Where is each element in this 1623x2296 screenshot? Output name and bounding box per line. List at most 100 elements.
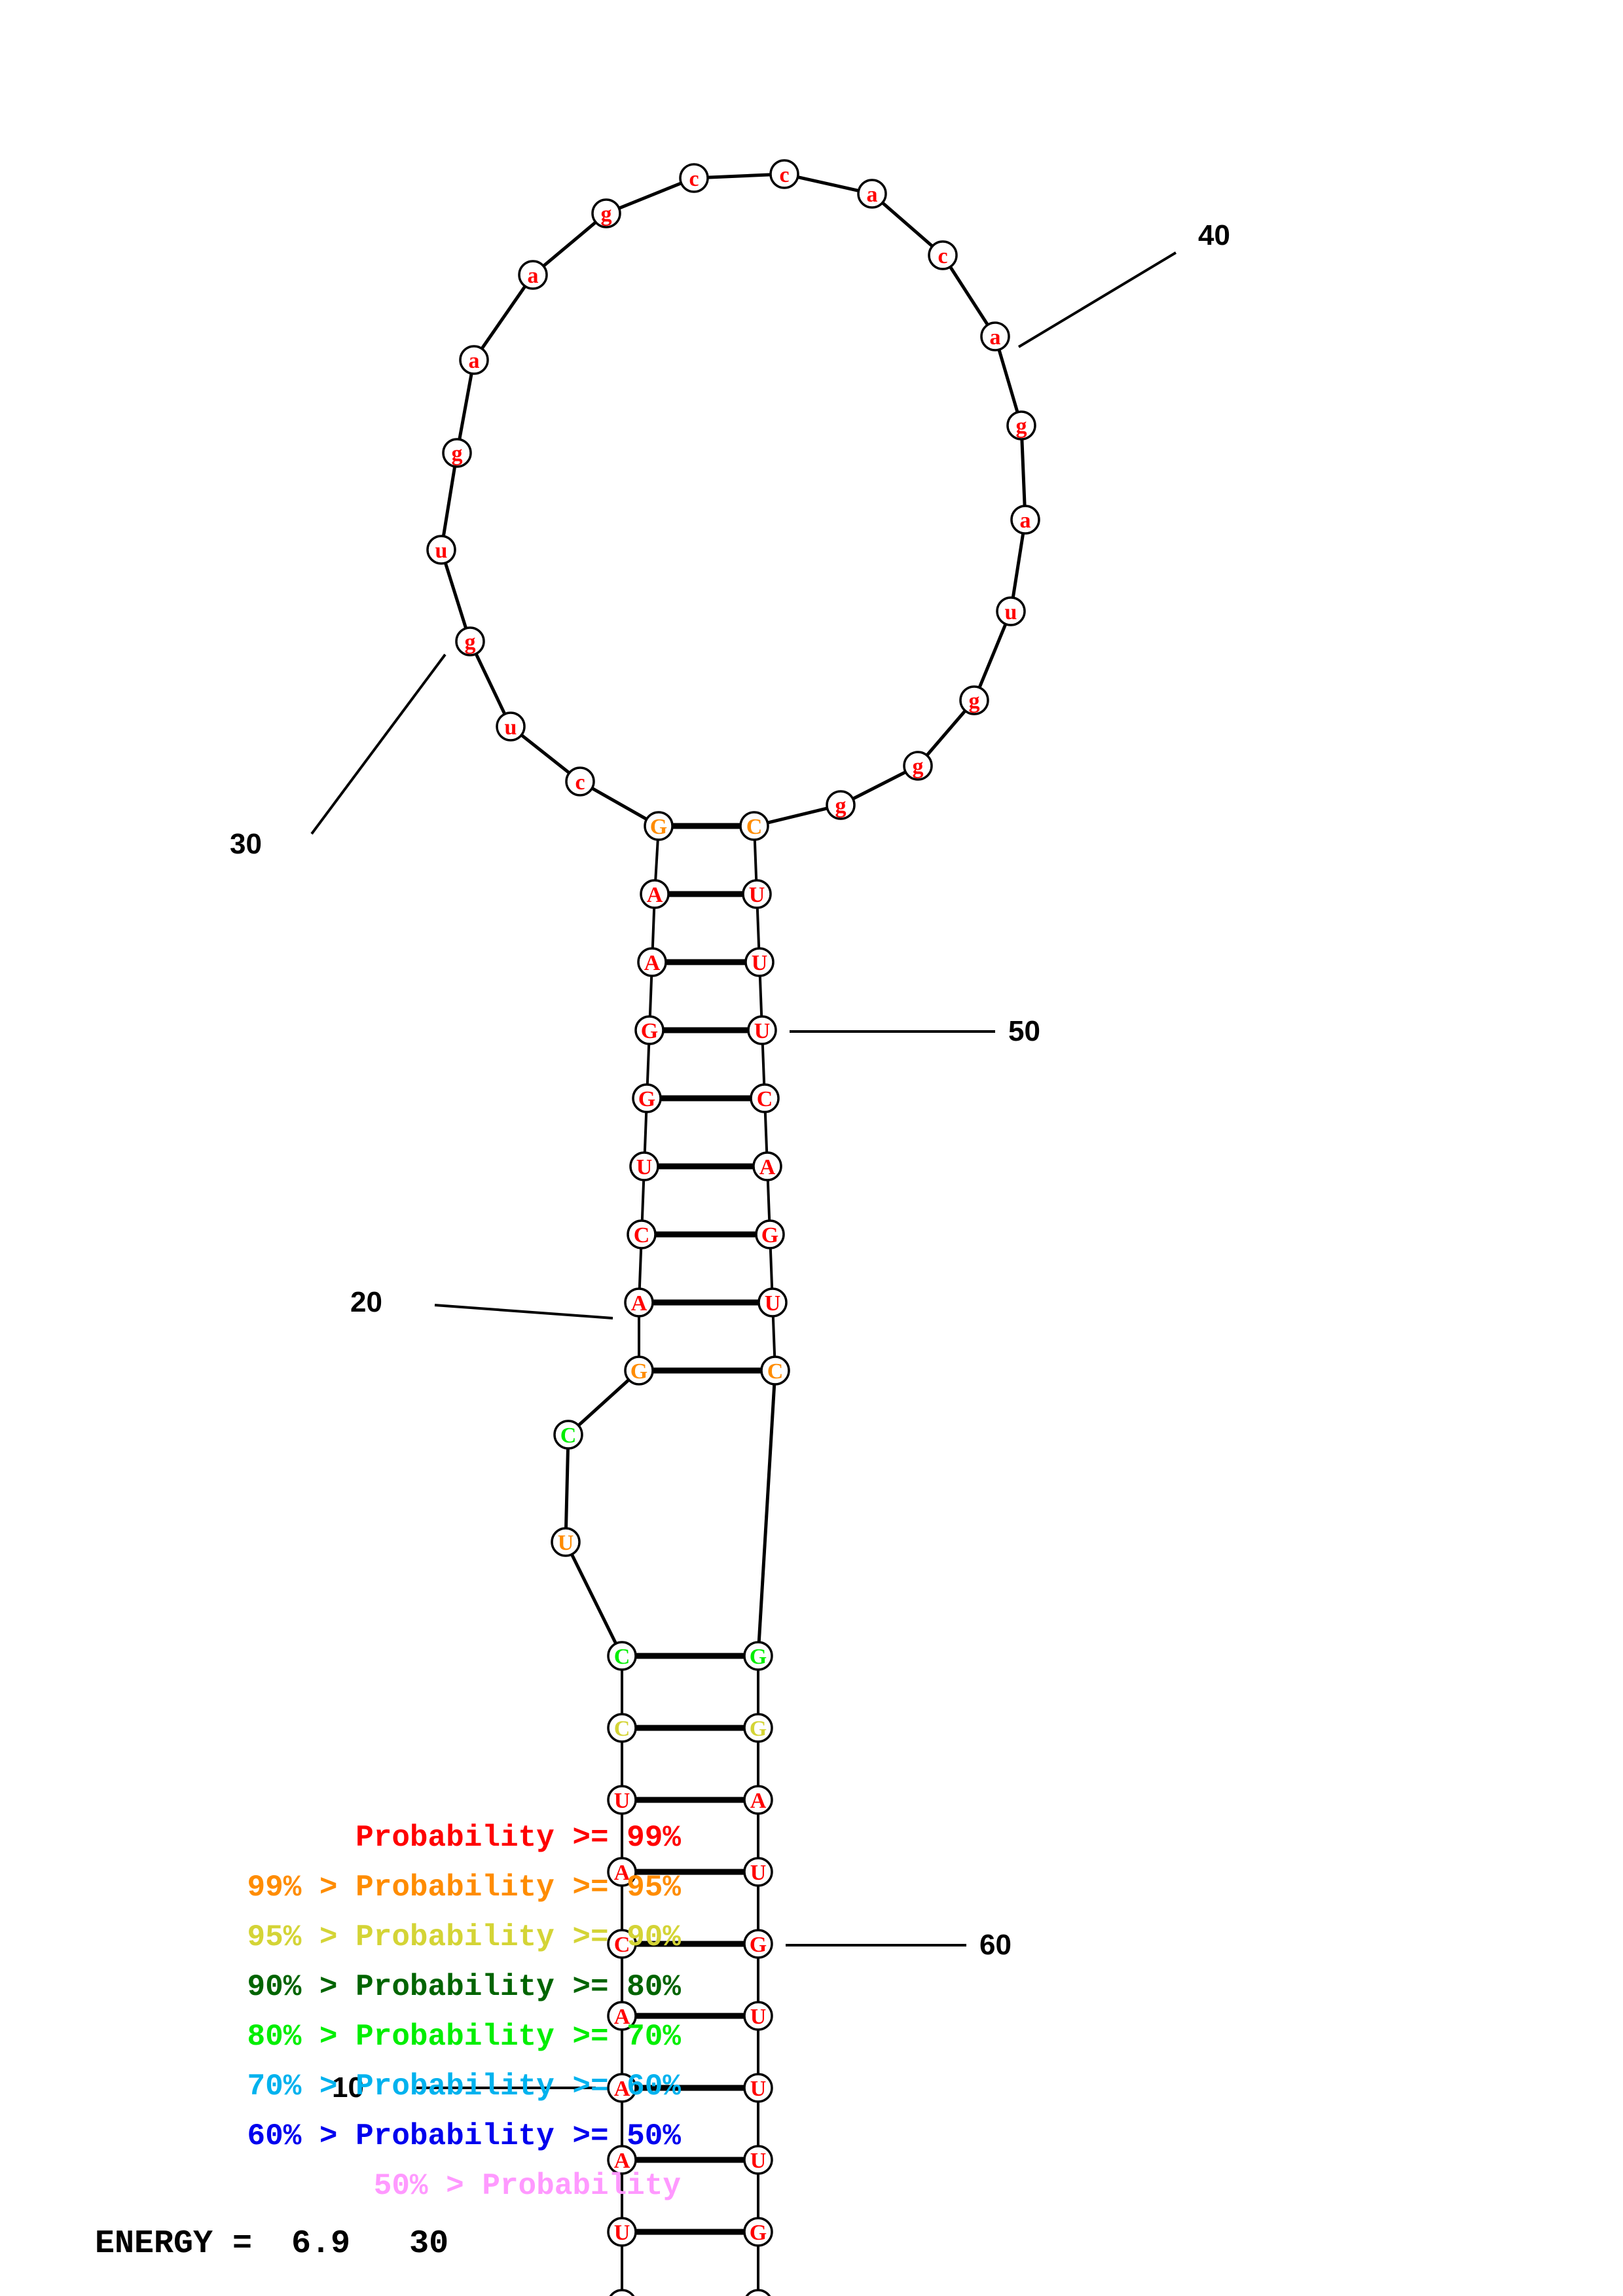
nucleotide-47: C [739, 811, 769, 841]
backbone-link [767, 806, 828, 825]
nucleotide-circle [565, 766, 595, 797]
nucleotide-circle [743, 1857, 773, 1887]
nucleotide-circle [629, 1151, 659, 1181]
nucleotide-circle [634, 1015, 665, 1045]
nucleotide-circle [637, 947, 667, 977]
nucleotide-letter: U [750, 2005, 767, 2029]
nucleotide-45: g [903, 751, 933, 781]
nucleotide-letter: G [650, 815, 667, 839]
nucleotide-circle [750, 1083, 780, 1113]
nucleotide-letter: C [614, 1645, 630, 1669]
nucleotide-circle [496, 711, 526, 742]
nucleotide-57: G [743, 1713, 773, 1743]
nucleotide-33: a [459, 345, 489, 375]
nucleotide-letter: U [750, 2149, 767, 2173]
nucleotide-65: C [745, 2289, 771, 2296]
legend-row: 70% > Probability >= 60% [247, 2070, 681, 2104]
position-label: 50 [1008, 1015, 1040, 1047]
nucleotide-36: c [679, 163, 709, 193]
backbone-link [654, 839, 659, 881]
position-label: 30 [230, 828, 262, 860]
nucleotide-letter: C [750, 2293, 767, 2296]
nucleotide-11: A [607, 2001, 637, 2031]
nucleotide-letter: g [452, 442, 463, 466]
nucleotide-61: U [743, 2001, 773, 2031]
nucleotide-circle [591, 198, 621, 228]
backbone-link [577, 1378, 630, 1427]
nucleotide-41: g [1006, 410, 1036, 440]
nucleotide-37: c [769, 159, 799, 189]
backbone-lines [441, 173, 1027, 2290]
nucleotide-31: u [426, 535, 456, 565]
nucleotide-letter: G [630, 1359, 647, 1384]
nucleotide-53: G [755, 1219, 785, 1249]
position-leader-line [1017, 251, 1177, 348]
nucleotide-30: g [455, 626, 485, 656]
legend-row: 60% > Probability >= 50% [247, 2119, 681, 2153]
nucleotide-49: U [744, 947, 775, 977]
backbone-link [977, 623, 1008, 689]
nucleotide-letter: g [1016, 414, 1027, 439]
nucleotide-letter: c [575, 770, 585, 795]
nucleotide-40: a [980, 321, 1010, 351]
nucleotide-letter: U [614, 2221, 630, 2245]
nucleotide-circle [743, 1713, 773, 1743]
nucleotide-circle [743, 1929, 773, 1959]
backbone-link [881, 201, 934, 248]
nucleotide-18: C [553, 1420, 583, 1450]
backbone-link [753, 839, 758, 881]
nucleotide-58: A [743, 1785, 773, 1815]
nucleotide-circle [745, 2289, 771, 2296]
backbone-link [756, 907, 761, 949]
nucleotide-circle [426, 535, 456, 565]
nucleotide-letter: U [752, 951, 768, 975]
nucleotide-35: g [591, 198, 621, 228]
nucleotide-letter: C [614, 1717, 630, 1741]
nucleotide-13: A [607, 1857, 637, 1887]
nucleotide-26: A [640, 879, 670, 909]
nucleotide-circle [551, 1527, 581, 1557]
nucleotide-circle [959, 685, 989, 715]
nucleotide-32: g [442, 438, 472, 468]
nucleotide-letter: A [631, 1291, 647, 1316]
nucleotide-letter: a [1020, 509, 1031, 533]
nucleotide-letter: g [465, 630, 476, 655]
backbone-link [797, 175, 860, 192]
backbone-link [542, 221, 597, 268]
nucleotide-circle [607, 1857, 637, 1887]
nucleotide-circle [1010, 505, 1040, 535]
backbone-link [707, 173, 771, 179]
nucleotide-letter: c [938, 244, 947, 268]
backbone-link [761, 1043, 766, 1085]
position-label: 40 [1198, 219, 1230, 251]
nucleotide-letter: G [761, 1223, 778, 1247]
backbone-link [564, 1448, 570, 1529]
nucleotide-17: U [551, 1527, 581, 1557]
nucleotide-letter: U [636, 1155, 653, 1179]
nucleotide-7: G [609, 2289, 635, 2296]
nucleotide-60: G [743, 1929, 773, 1959]
nucleotide-circle [607, 1929, 637, 1959]
nucleotide-64: G [743, 2217, 773, 2247]
nucleotide-9: A [607, 2145, 637, 2175]
nucleotide-letter: c [689, 167, 699, 191]
nucleotide-20: A [624, 1287, 654, 1318]
nucleotide-letter: G [750, 1717, 767, 1741]
nucleotide-circle [607, 1713, 637, 1743]
nucleotide-29: u [496, 711, 526, 742]
nucleotide-letter: A [614, 2005, 630, 2029]
nucleotide-42: a [1010, 505, 1040, 535]
nucleotide-8: U [607, 2217, 637, 2247]
nucleotide-circle [632, 1083, 662, 1113]
backbone-link [458, 373, 473, 440]
nucleotide-circle [980, 321, 1010, 351]
nucleotide-letter: C [746, 815, 763, 839]
nucleotide-16: C [607, 1641, 637, 1671]
nucleotide-59: U [743, 1857, 773, 1887]
nucleotide-letter: a [990, 325, 1001, 350]
nucleotide-circle [518, 260, 548, 290]
probability-legend: Probability >= 99% 99% > Probability >= … [0, 1813, 759, 2211]
position-label-lines [310, 251, 1177, 2089]
nucleotide-52: A [752, 1151, 782, 1181]
